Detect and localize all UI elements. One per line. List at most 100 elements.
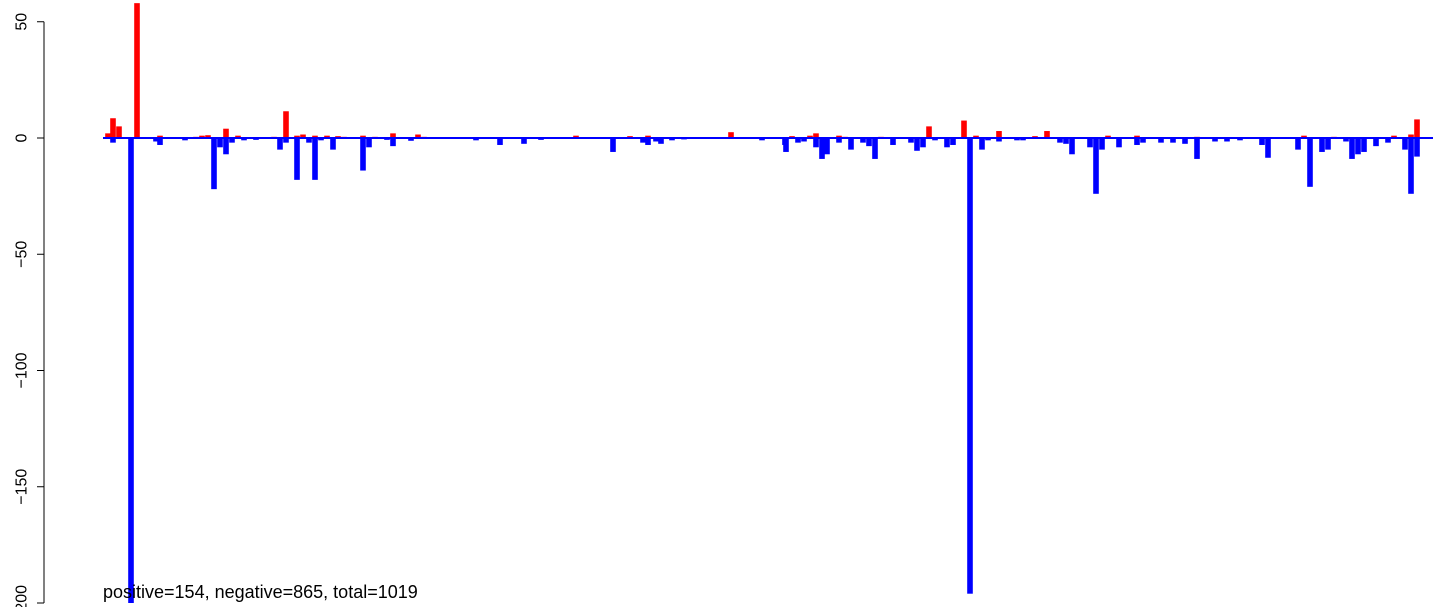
negative-bar <box>390 138 396 147</box>
negative-bar <box>610 138 616 152</box>
positive-bar <box>205 135 211 138</box>
negative-bar <box>1319 138 1325 152</box>
negative-bar <box>157 138 163 145</box>
negative-bar <box>408 138 414 141</box>
negative-bar <box>914 138 920 151</box>
negative-bar <box>330 138 336 150</box>
y-tick-label: 50 <box>14 13 31 31</box>
negative-bar <box>1402 138 1408 150</box>
negative-bar <box>979 138 985 150</box>
negative-bar <box>824 138 830 155</box>
negative-bar <box>1182 138 1188 144</box>
negative-bar <box>1361 138 1367 152</box>
negative-bar <box>1259 138 1265 145</box>
positive-bar <box>300 134 306 138</box>
positive-bar <box>645 135 651 138</box>
positive-bar <box>110 118 116 138</box>
negative-bar <box>1134 138 1140 145</box>
negative-bar <box>813 138 819 148</box>
negative-bar <box>1194 138 1200 159</box>
positive-bar <box>390 133 396 138</box>
negative-bar <box>1069 138 1075 155</box>
negative-bar <box>819 138 825 159</box>
negative-bar <box>1265 138 1271 158</box>
positive-bar <box>105 133 111 138</box>
negative-bar <box>360 138 366 171</box>
positive-bar <box>223 128 229 138</box>
positive-bar <box>360 135 366 138</box>
negative-bar <box>645 138 651 145</box>
positive-bar <box>312 135 318 138</box>
negative-bar <box>866 138 872 147</box>
positive-bar <box>324 135 330 138</box>
negative-bar <box>1212 138 1218 142</box>
positive-bar <box>1044 131 1050 138</box>
positive-bar <box>961 120 967 138</box>
positive-bar <box>1134 135 1140 138</box>
positive-bar <box>283 111 289 138</box>
negative-bar <box>521 138 527 144</box>
negative-bar <box>783 138 789 152</box>
negative-bar <box>860 138 866 143</box>
negative-bar <box>1014 138 1020 141</box>
negative-bar <box>1020 138 1026 141</box>
negative-bar <box>932 138 938 141</box>
negative-bar <box>795 138 801 143</box>
negative-bar <box>1295 138 1301 150</box>
negative-bar <box>890 138 896 145</box>
summary-caption: positive=154, negative=865, total=1019 <box>103 582 418 602</box>
positive-bar <box>926 126 932 138</box>
positive-bar <box>996 131 1002 138</box>
positive-bar <box>1105 135 1111 138</box>
y-tick-label: −150 <box>14 469 31 505</box>
y-tick-label: −200 <box>14 585 31 607</box>
negative-bar <box>283 138 289 143</box>
negative-bar <box>1325 138 1331 150</box>
negative-bar <box>153 138 159 142</box>
positive-bar <box>294 135 300 138</box>
negative-bar <box>294 138 300 180</box>
negative-bar <box>1237 138 1243 141</box>
negative-bar <box>211 138 217 190</box>
negative-bar <box>223 138 229 155</box>
negative-bar <box>985 138 991 141</box>
negative-bar <box>229 138 235 143</box>
positive-bar <box>116 126 122 138</box>
negative-bar <box>306 138 312 143</box>
negative-bar <box>497 138 503 145</box>
negative-bar <box>1307 138 1313 187</box>
negative-bar <box>653 138 659 142</box>
negative-bar <box>366 138 372 148</box>
y-tick-label: −100 <box>14 352 31 388</box>
positive-bar <box>1408 134 1414 138</box>
positive-bar <box>134 3 140 139</box>
negative-bar <box>312 138 318 180</box>
negative-bar <box>1224 138 1230 142</box>
y-axis: 50 0 −50 −100 −150 −200 <box>14 13 45 607</box>
negative-bar <box>1099 138 1105 150</box>
negative-bar <box>241 138 247 141</box>
positive-bar <box>1301 135 1307 138</box>
positive-bar <box>973 135 979 138</box>
negative-bar <box>1140 138 1146 143</box>
negative-bar <box>318 138 324 141</box>
negative-bar <box>658 138 664 144</box>
positive-bar <box>157 135 163 138</box>
negative-bar <box>1063 138 1069 144</box>
negative-bar <box>473 138 479 141</box>
positive-bar <box>1391 135 1397 138</box>
negative-bar <box>848 138 854 150</box>
negative-bar <box>967 138 973 594</box>
positive-bar <box>807 135 813 138</box>
negative-bar <box>669 138 675 141</box>
negative-bar <box>1414 138 1420 157</box>
negative-bar <box>908 138 914 143</box>
negative-bar <box>640 138 646 143</box>
negative-bar <box>950 138 956 145</box>
negative-bar <box>277 138 283 150</box>
negative-bar <box>1355 138 1361 155</box>
negative-bar <box>1087 138 1093 148</box>
positive-bar <box>728 132 734 138</box>
negative-bar <box>920 138 926 148</box>
